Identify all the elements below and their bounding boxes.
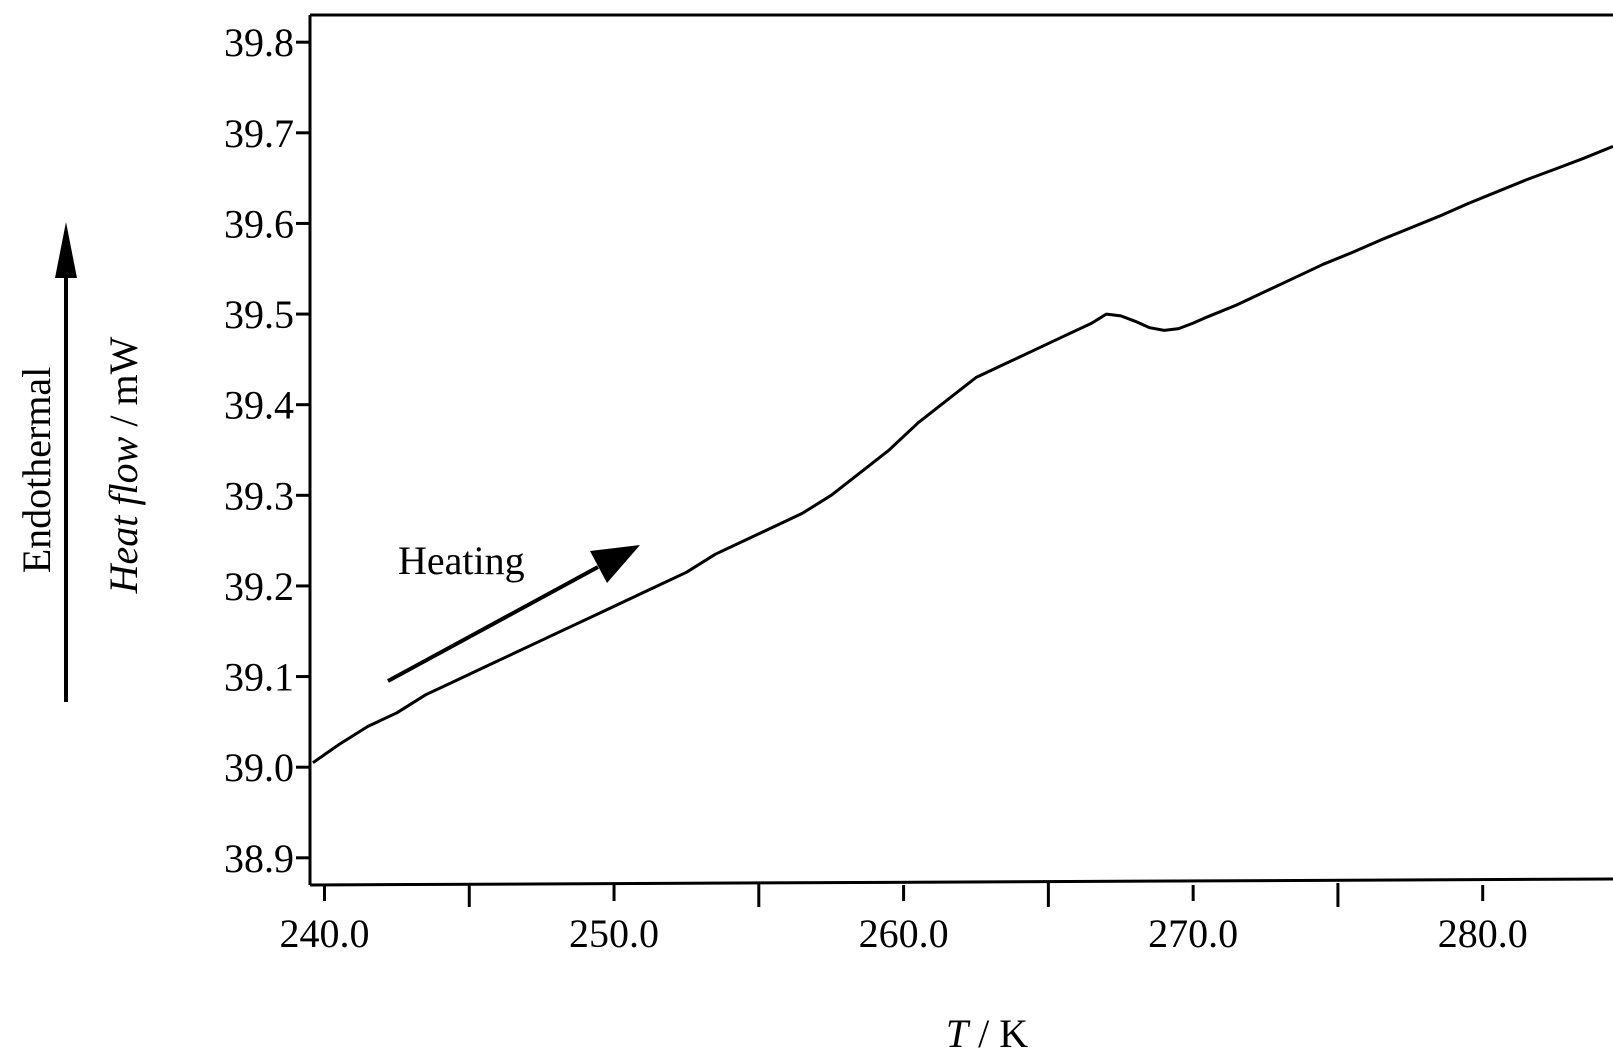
x-axis-title: T / K <box>946 1011 1028 1056</box>
y-tick-label: 39.3 <box>224 473 294 518</box>
endothermal-label: Endothermal <box>14 367 59 574</box>
endothermal-arrow-head <box>55 222 77 278</box>
y-tick-label: 39.7 <box>224 111 294 156</box>
x-tick-label: 270.0 <box>1148 911 1238 956</box>
y-tick-label: 39.2 <box>224 564 294 609</box>
x-axis-symbol: T <box>946 1011 971 1056</box>
y-axis-title: Heat flow / mW <box>101 336 146 594</box>
y-tick-label: 39.1 <box>224 655 294 700</box>
y-tick-label: 39.0 <box>224 745 294 790</box>
y-axis-unit: / mW <box>101 336 146 436</box>
x-axis-line <box>309 877 1613 887</box>
x-tick-label: 260.0 <box>859 911 949 956</box>
y-axis-quantity: Heat flow <box>101 436 146 594</box>
heat-flow-line <box>312 145 1613 764</box>
y-tick-label: 39.4 <box>224 383 294 428</box>
heating-annotation: Heating <box>387 538 640 683</box>
y-ticks: 38.9 39.0 39.1 39.2 39.3 39.4 39.5 39.6 39.7 39.8 <box>224 20 310 881</box>
x-tick-label: 280.0 <box>1438 911 1528 956</box>
series-group <box>312 145 1613 764</box>
endothermal-indicator: Endothermal <box>14 222 77 702</box>
x-axis-unit: / K <box>968 1011 1028 1056</box>
x-tick-label: 240.0 <box>279 911 369 956</box>
x-ticks: 240.0 250.0 260.0 270.0 280.0 <box>279 883 1528 956</box>
heating-label: Heating <box>398 538 525 583</box>
x-tick-label: 250.0 <box>569 911 659 956</box>
heating-arrow-head <box>590 545 640 583</box>
heating-arrow-shaft <box>387 565 599 683</box>
y-tick-label: 39.8 <box>224 20 294 65</box>
y-tick-label: 38.9 <box>224 836 294 881</box>
svg-text:Heat flow / mW: Heat flow / mW <box>101 336 146 594</box>
y-tick-label: 39.5 <box>224 292 294 337</box>
y-tick-label: 39.6 <box>224 201 294 246</box>
